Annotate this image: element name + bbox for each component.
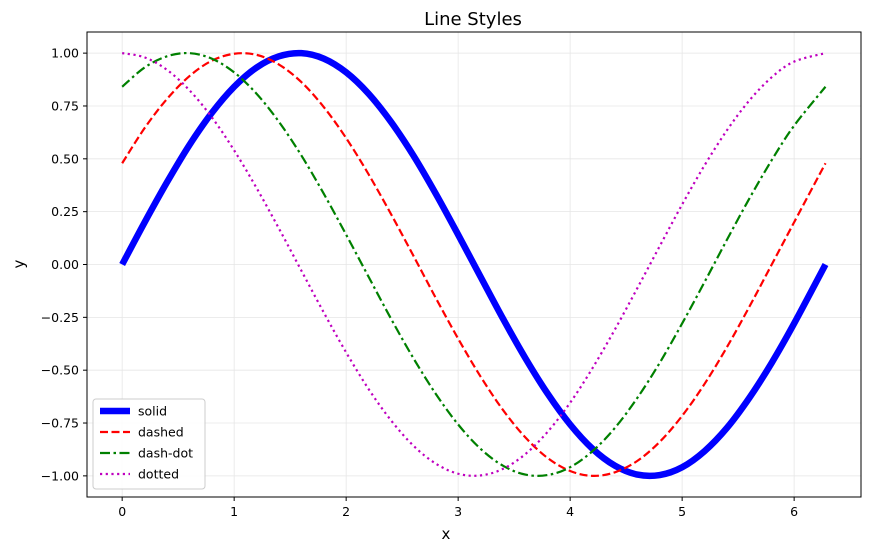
x-axis-label: x [442,525,451,543]
x-tick-label: 2 [342,504,350,519]
y-tick-label: −1.00 [41,468,79,483]
grid [87,32,861,497]
x-tick-label: 0 [118,504,126,519]
y-tick-label: 0.75 [51,98,79,113]
chart-title: Line Styles [424,9,522,30]
series-line-dashed [121,52,827,477]
legend-label: dashed [138,425,184,440]
x-tick-label: 4 [566,504,574,519]
series-line-dotted [121,52,826,477]
series-line-solid [119,49,829,480]
legend-label: dash-dot [138,446,193,461]
y-tick-label: 0.00 [51,257,79,272]
y-tick-label: −0.50 [41,363,79,378]
x-tick-label: 5 [678,504,686,519]
y-tick-label: 1.00 [51,46,79,61]
y-tick-label: 0.50 [51,151,79,166]
x-tick-label: 1 [230,504,238,519]
ticks: 0 1 2 3 4 5 6 −1.00 −0.75 −0.50 −0.25 0.00 0.25 0.50 0… [41,46,798,519]
x-tick-label: 6 [790,504,798,519]
y-tick-label: −0.25 [41,310,79,325]
legend: solid dashed dash-dot dotted [92,398,206,490]
legend-box [92,398,206,490]
y-axis-label: y [10,259,28,268]
legend-label: dotted [138,467,179,482]
x-tick-label: 3 [454,504,462,519]
series-lines [119,49,829,480]
series-line-dash-dot [121,51,827,477]
y-tick-label: −0.75 [41,416,79,431]
legend-label: solid [138,404,167,419]
y-tick-label: 0.25 [51,204,79,219]
